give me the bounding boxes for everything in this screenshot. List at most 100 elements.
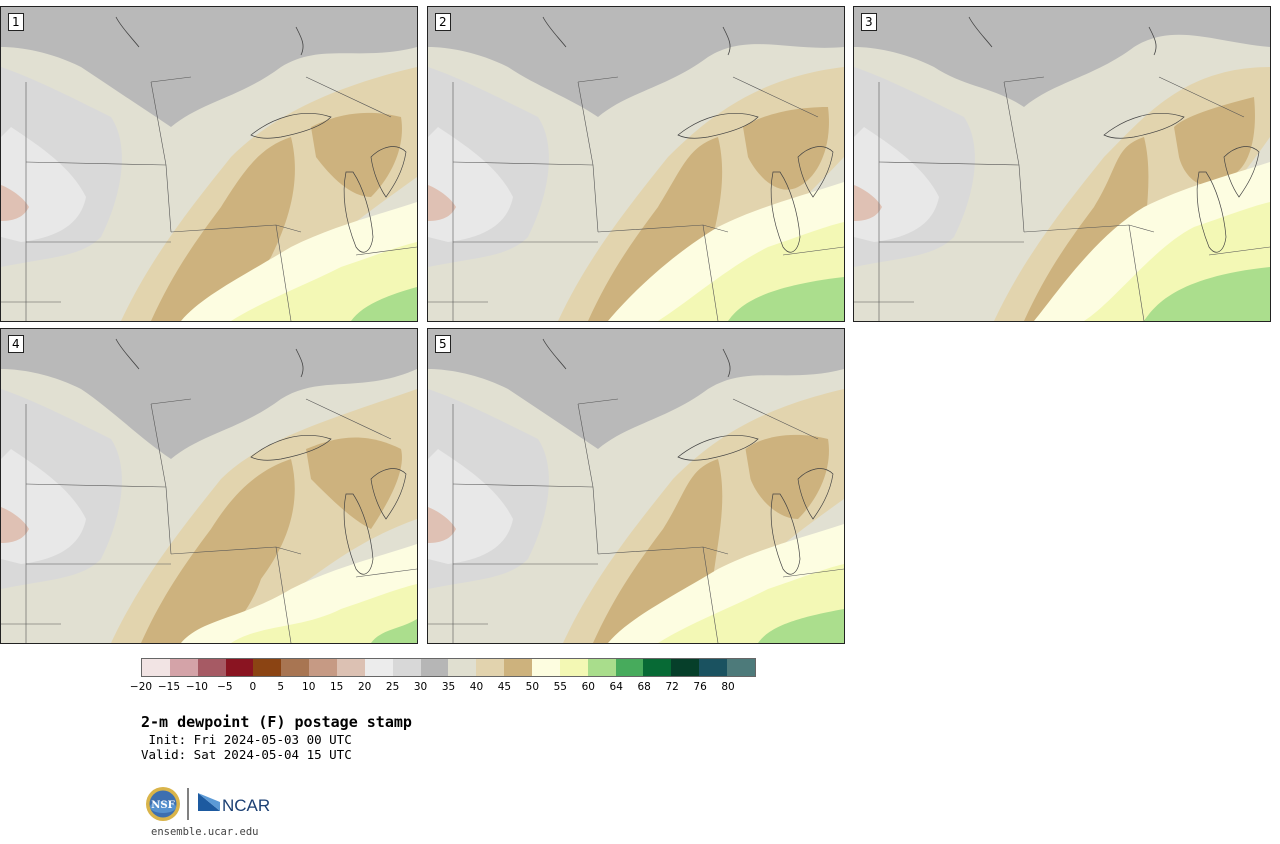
nsf-seal-icon: NSF bbox=[146, 787, 180, 821]
lake-outline bbox=[968, 16, 1157, 56]
state-border bbox=[577, 398, 619, 405]
colorbar-swatch bbox=[225, 659, 254, 676]
lake-huron-outline bbox=[1223, 146, 1260, 198]
lake-michigan-outline bbox=[1196, 171, 1227, 253]
colorbar-tick-label: 55 bbox=[553, 681, 567, 693]
lake-michigan-outline bbox=[343, 493, 374, 575]
lake-superior-outline bbox=[677, 113, 759, 139]
dewpoint-55-region bbox=[231, 242, 417, 321]
ncar-logo-icon: NCAR bbox=[198, 793, 270, 815]
lake-outline bbox=[115, 16, 304, 56]
dewpoint-60-region bbox=[1144, 267, 1270, 321]
nsf-seal-text: NSF bbox=[151, 800, 174, 811]
colorbar-swatch bbox=[727, 659, 755, 676]
panel-number-label: 5 bbox=[435, 335, 451, 353]
state-border bbox=[25, 161, 167, 166]
colorbar-swatch bbox=[671, 659, 700, 676]
colorbar-swatch bbox=[420, 659, 449, 676]
dewpoint-60-region bbox=[371, 619, 417, 643]
dewpoint-55-region bbox=[231, 584, 417, 643]
state-border bbox=[150, 76, 192, 83]
colorbar-swatch bbox=[309, 659, 338, 676]
lake-michigan-outline bbox=[770, 171, 801, 253]
dewpoint-map bbox=[428, 7, 844, 321]
colorbar-tick-label: 35 bbox=[441, 681, 456, 693]
colorbar-tick-label: 72 bbox=[665, 681, 679, 693]
colorbar-tick-label: 80 bbox=[721, 681, 735, 693]
lake-outline bbox=[542, 338, 731, 378]
dewpoint-60-region bbox=[351, 287, 417, 321]
lake-huron-outline bbox=[797, 468, 834, 520]
state-border bbox=[702, 546, 719, 643]
colorbar-swatch bbox=[532, 659, 560, 676]
colorbar-tick-label: 45 bbox=[497, 681, 512, 693]
dewpoint-15-region bbox=[854, 185, 882, 221]
dewpoint-30-region bbox=[428, 329, 844, 449]
panel-number-label: 2 bbox=[435, 13, 451, 31]
lake-outline bbox=[115, 338, 304, 378]
dewpoint-15-region bbox=[1, 185, 29, 221]
state-border bbox=[782, 246, 844, 256]
colorbar-swatch bbox=[142, 659, 170, 676]
dewpoint-map bbox=[1, 7, 417, 321]
state-border bbox=[275, 546, 292, 643]
colorbar-swatch bbox=[337, 659, 365, 676]
dewpoint-45-region bbox=[151, 137, 295, 321]
colorbar-swatch bbox=[476, 659, 505, 676]
dewpoint-60-region bbox=[728, 277, 844, 321]
colorbar-swatch bbox=[587, 659, 616, 676]
colorbar-tick-label: 50 bbox=[525, 681, 540, 693]
dewpoint-map bbox=[854, 7, 1270, 321]
colorbar-tick-label: 60 bbox=[581, 681, 595, 693]
dewpoint-map bbox=[428, 329, 844, 643]
lake-superior-outline bbox=[250, 113, 332, 139]
lake-huron-outline bbox=[370, 468, 407, 520]
lake-huron-outline bbox=[797, 146, 834, 198]
lake-michigan-outline bbox=[343, 171, 374, 253]
state-border bbox=[452, 161, 594, 166]
state-border bbox=[577, 76, 619, 83]
state-border bbox=[275, 224, 292, 321]
init-time: Init: Fri 2024-05-03 00 UTC bbox=[141, 732, 352, 747]
colorbar-tick-label: −15 bbox=[157, 681, 181, 693]
dewpoint-30-region bbox=[428, 7, 844, 117]
dewpoint-45-region-east bbox=[311, 112, 402, 197]
colorbar-swatch bbox=[253, 659, 282, 676]
state-border bbox=[1158, 76, 1245, 118]
lake-michigan-outline bbox=[770, 493, 801, 575]
state-border bbox=[305, 398, 392, 440]
postage-stamp-panel: 1 bbox=[0, 6, 418, 322]
site-url: ensemble.ucar.edu bbox=[151, 826, 259, 838]
colorbar-swatch bbox=[559, 659, 588, 676]
colorbar-swatch bbox=[504, 659, 533, 676]
dewpoint-45-region-east bbox=[745, 434, 829, 519]
colorbar-tick-label: 15 bbox=[329, 681, 344, 693]
dewpoint-45-region-east bbox=[306, 437, 402, 529]
colorbar-swatch bbox=[448, 659, 477, 676]
panel-number-label: 3 bbox=[861, 13, 877, 31]
state-border bbox=[1128, 224, 1145, 321]
colorbar-tick-label: 64 bbox=[609, 681, 623, 693]
state-border bbox=[150, 81, 172, 233]
valid-time: Valid: Sat 2024-05-04 15 UTC bbox=[141, 747, 352, 762]
state-border bbox=[150, 398, 192, 405]
state-border bbox=[355, 246, 417, 256]
lake-huron-outline bbox=[370, 146, 407, 198]
colorbar-swatch bbox=[169, 659, 198, 676]
colorbar-swatch bbox=[699, 659, 728, 676]
state-border bbox=[1208, 246, 1270, 256]
postage-stamp-panel: 4 bbox=[0, 328, 418, 644]
dewpoint-15-region bbox=[1, 507, 29, 543]
state-border bbox=[732, 398, 819, 440]
postage-stamp-panel: 2 bbox=[427, 6, 845, 322]
state-border bbox=[702, 224, 719, 321]
panel-number-label: 1 bbox=[8, 13, 24, 31]
lake-outline bbox=[542, 16, 731, 56]
colorbar-swatch bbox=[392, 659, 421, 676]
state-border bbox=[732, 76, 819, 118]
colorbar-tick-label: 20 bbox=[357, 681, 372, 693]
dewpoint-30-region bbox=[1, 329, 417, 459]
caption-block: 2-m dewpoint (F) postage stamp Init: Fri… bbox=[141, 712, 412, 762]
colorbar bbox=[141, 658, 756, 677]
dewpoint-45-region-east bbox=[743, 107, 829, 190]
